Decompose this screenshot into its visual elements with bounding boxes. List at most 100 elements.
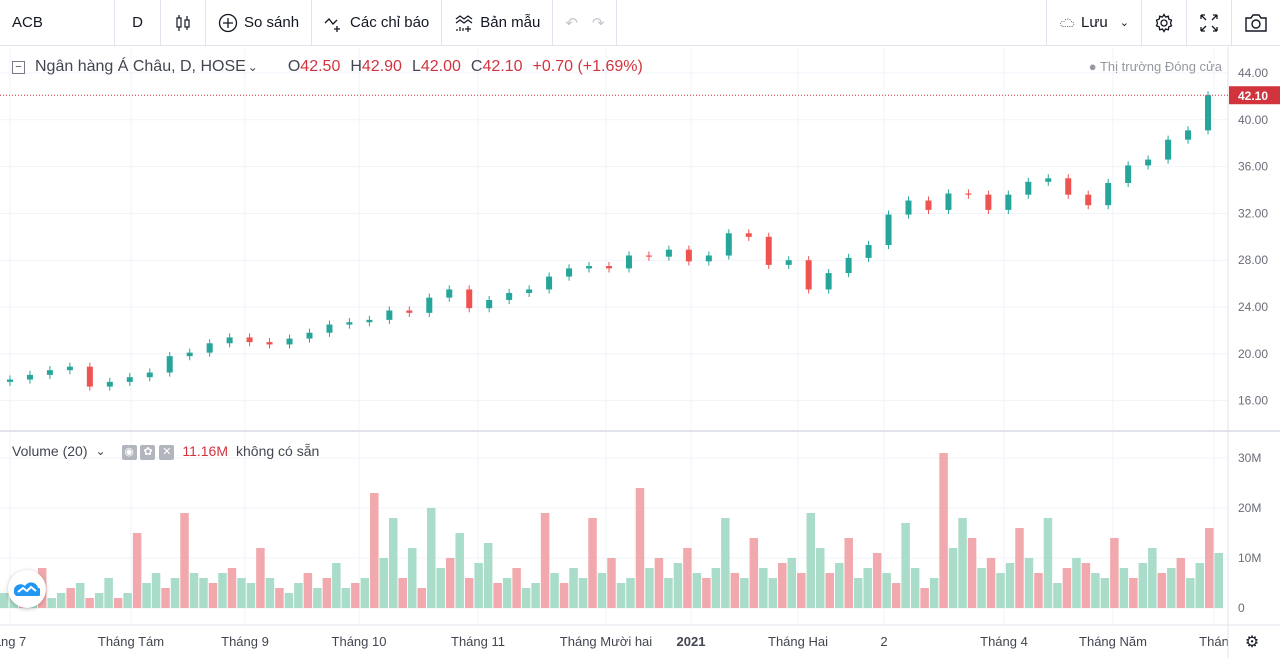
price-tick-label: 20.00 bbox=[1238, 347, 1268, 361]
volume-bar bbox=[825, 573, 834, 608]
candle-body bbox=[1025, 181, 1032, 195]
volume-bar bbox=[123, 593, 132, 608]
candle-body bbox=[1165, 139, 1172, 160]
chart-type-button[interactable] bbox=[161, 0, 206, 46]
volume-tick-label: 30M bbox=[1238, 451, 1261, 465]
volume-bar bbox=[559, 583, 569, 608]
last-price-badge bbox=[1229, 86, 1280, 105]
collapse-icon[interactable]: − bbox=[12, 60, 25, 74]
candle-body bbox=[366, 319, 373, 323]
volume-bar bbox=[778, 563, 787, 608]
volume-bar bbox=[844, 538, 853, 608]
indicators-button[interactable]: Các chỉ báo bbox=[312, 0, 443, 46]
eye-icon[interactable]: ◉ bbox=[121, 445, 137, 460]
volume-bar bbox=[1024, 558, 1034, 608]
volume-bar bbox=[749, 538, 759, 608]
screenshot-button[interactable] bbox=[1232, 0, 1280, 46]
redo-icon[interactable]: ↷ bbox=[591, 14, 605, 32]
volume-bar bbox=[616, 583, 626, 608]
undo-icon[interactable]: ↶ bbox=[565, 14, 578, 32]
volume-bar bbox=[417, 588, 426, 608]
gear-icon[interactable]: ✿ bbox=[140, 445, 156, 460]
volume-bar bbox=[759, 568, 768, 608]
candle-body bbox=[905, 200, 912, 215]
volume-title[interactable]: Volume (20) bbox=[12, 443, 88, 459]
templates-button[interactable]: Bản mẫu bbox=[442, 0, 554, 46]
volume-bar bbox=[1214, 553, 1223, 608]
candle-body bbox=[885, 214, 892, 245]
volume-bar bbox=[863, 568, 872, 608]
tradingview-logo[interactable] bbox=[8, 570, 46, 608]
volume-bar bbox=[1195, 563, 1205, 608]
symbol-name[interactable]: Ngân hàng Á Châu, D, HOSE bbox=[35, 58, 246, 75]
volume-bar bbox=[113, 598, 123, 608]
volume-bar bbox=[787, 558, 797, 608]
volume-bar bbox=[199, 578, 208, 608]
symbol-button[interactable]: ACB bbox=[0, 0, 115, 46]
time-tick-label: 2 bbox=[880, 634, 887, 649]
candle-body bbox=[126, 377, 133, 382]
chevron-down-icon[interactable]: ⌄ bbox=[247, 60, 258, 74]
volume-bar bbox=[673, 563, 683, 608]
candle-body bbox=[226, 337, 233, 344]
candle-body bbox=[925, 200, 932, 210]
chevron-down-icon[interactable]: ⌄ bbox=[95, 444, 106, 458]
ohlc-high: H42.90 bbox=[350, 58, 402, 75]
volume-bar bbox=[1043, 518, 1053, 608]
candle-body bbox=[1085, 194, 1092, 206]
volume-bar bbox=[740, 578, 749, 608]
settings-icon[interactable]: ⚙ bbox=[1245, 634, 1259, 651]
volume-bar bbox=[1081, 563, 1091, 608]
save-button[interactable]: Lưu ⌄ bbox=[1046, 0, 1142, 46]
volume-tick-label: 10M bbox=[1238, 551, 1261, 565]
chevron-down-icon: ⌄ bbox=[1119, 17, 1129, 29]
volume-bar bbox=[389, 518, 398, 608]
volume-bar bbox=[85, 598, 94, 608]
volume-bar bbox=[531, 583, 540, 608]
volume-bar bbox=[284, 593, 294, 608]
volume-bar bbox=[958, 518, 967, 608]
compare-button[interactable]: So sánh bbox=[206, 0, 313, 46]
candle-body bbox=[1125, 165, 1132, 183]
candle-body bbox=[685, 249, 692, 262]
volume-bar bbox=[872, 553, 882, 608]
interval-button[interactable]: D bbox=[115, 0, 161, 46]
volume-tick-label: 0 bbox=[1238, 601, 1245, 615]
price-tick-label: 32.00 bbox=[1238, 206, 1268, 220]
volume-bar bbox=[578, 578, 588, 608]
candle-body bbox=[865, 244, 872, 258]
candle-body bbox=[1185, 130, 1192, 140]
volume-bar bbox=[853, 578, 863, 608]
time-tick-label: Tháng 9 bbox=[221, 634, 269, 649]
volume-bar bbox=[540, 513, 550, 608]
volume-bar bbox=[654, 558, 664, 608]
time-tick-label: Tháng Hai bbox=[768, 634, 828, 649]
volume-bar bbox=[1110, 538, 1119, 608]
volume-bar bbox=[721, 518, 730, 608]
volume-bar bbox=[702, 578, 711, 608]
volume-bar bbox=[816, 548, 825, 608]
volume-bar bbox=[313, 588, 322, 608]
price-tick-label: 44.00 bbox=[1238, 66, 1268, 80]
templates-icon bbox=[455, 14, 473, 32]
chart-canvas[interactable]: 44.00 40.00 36.00 32.00 28.00 24.00 20.00 16.00… bbox=[0, 47, 1280, 658]
candle-body bbox=[825, 273, 832, 290]
volume-bar bbox=[1119, 568, 1129, 608]
volume-bar bbox=[711, 568, 721, 608]
volume-controls: ◉ ✿ ✕ bbox=[121, 442, 175, 460]
volume-bar bbox=[474, 563, 483, 608]
volume-bar bbox=[398, 578, 407, 608]
candle-body bbox=[146, 372, 153, 378]
volume-bar bbox=[237, 578, 246, 608]
fullscreen-button[interactable] bbox=[1187, 0, 1232, 46]
candle-body bbox=[705, 255, 712, 262]
settings-button[interactable] bbox=[1142, 0, 1187, 46]
candle-body bbox=[586, 266, 593, 269]
candle-body bbox=[26, 374, 33, 380]
candle-body bbox=[346, 322, 353, 325]
volume-bar bbox=[588, 518, 597, 608]
volume-bar bbox=[436, 568, 445, 608]
close-icon[interactable]: ✕ bbox=[159, 445, 175, 460]
time-tick-label: 2021 bbox=[677, 634, 706, 649]
candle-body bbox=[506, 292, 513, 300]
